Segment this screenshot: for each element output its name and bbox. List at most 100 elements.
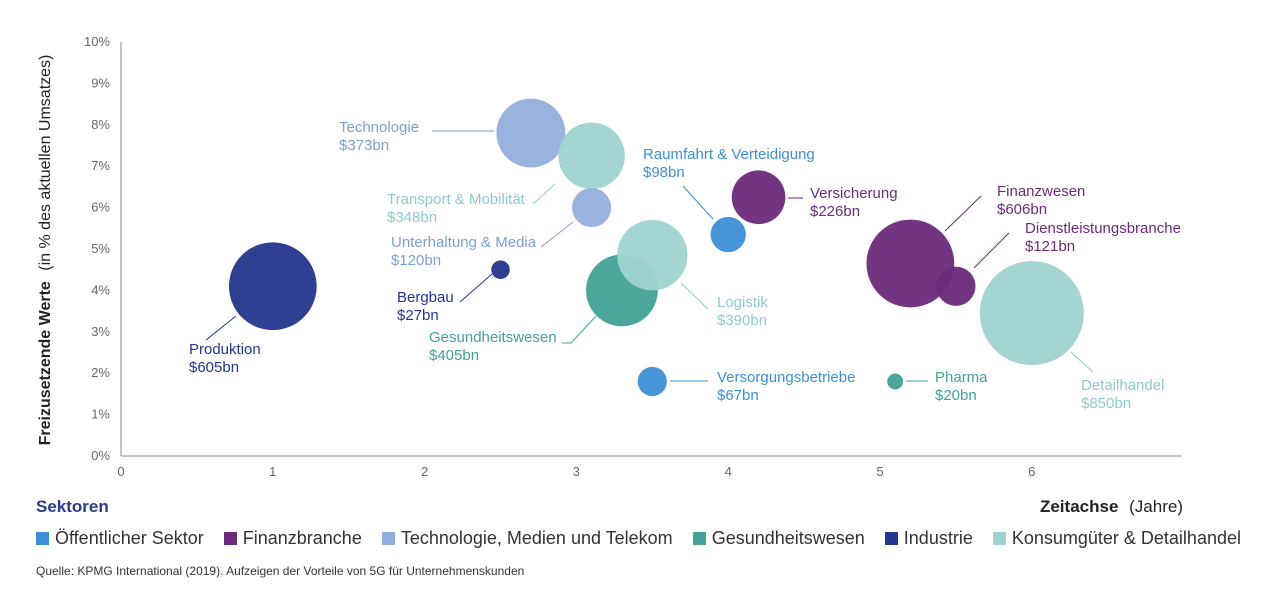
legend: Öffentlicher Sektor Finanzbranche Technolo… (36, 528, 1241, 549)
bubble-label-name: Technologie (339, 119, 419, 136)
y-tick-label: 1% (91, 407, 110, 422)
bubble (979, 261, 1084, 366)
x-tick-label: 4 (725, 464, 732, 479)
bubble (731, 170, 786, 225)
bubble-label-value: $67bn (717, 387, 759, 404)
bubble-label-value: $98bn (643, 164, 685, 181)
y-tick-label: 2% (91, 365, 110, 380)
bubble-label-value: $120bn (391, 252, 441, 269)
bubble (617, 219, 688, 291)
y-tick-label: 0% (91, 448, 110, 463)
legend-swatch (36, 532, 49, 545)
y-axis-title-rest: (in % des aktuellen Umsatzes) (37, 55, 54, 271)
legend-label: Öffentlicher Sektor (55, 528, 204, 548)
bubble-label-name: Raumfahrt & Verteidigung (643, 146, 815, 163)
legend-swatch (223, 532, 237, 545)
bubble (866, 219, 955, 308)
legend-title: Sektoren (36, 497, 109, 516)
bubble-label-value: $606bn (997, 201, 1047, 218)
bubble-label-value: $373bn (339, 137, 389, 154)
legend-item: Technologie, Medien und Telekom (381, 528, 673, 549)
bubble-label-value: $850bn (1081, 395, 1131, 412)
bubble-label-name: Produktion (189, 341, 261, 358)
y-tick-label: 4% (91, 282, 110, 297)
x-tick-label: 3 (573, 464, 580, 479)
bubbles (228, 98, 1084, 397)
y-tick-label: 3% (91, 324, 110, 339)
legend-swatch (992, 532, 1006, 545)
legend-item: Konsumgüter & Detailhandel (992, 528, 1241, 549)
bubble (558, 122, 625, 190)
legend-label: Konsumgüter & Detailhandel (1011, 528, 1241, 548)
legend-item: Finanzbranche (223, 528, 362, 549)
leader-line (682, 185, 714, 220)
bubble-label-value: $20bn (935, 387, 977, 404)
bubble-label-name: Unterhaltung & Media (391, 234, 537, 251)
bubble-label-name: Versorgungsbetriebe (717, 369, 855, 386)
leader-line (973, 232, 1010, 269)
bubble (228, 242, 317, 331)
bubble-chart: 0% 1% 2% 3% 4% 5% 6% 7% 8% 9% 10% 0 1 2 3 4 5 6 Produktio… (37, 34, 1182, 479)
legend-item: Gesundheitswesen (692, 528, 865, 549)
bubble-label-value: $226bn (810, 203, 860, 220)
x-tick-label: 5 (876, 464, 883, 479)
legend-item: Industrie (884, 528, 973, 549)
legend-label: Gesundheitswesen (711, 528, 865, 548)
bubble-label-name: Versicherung (810, 185, 898, 202)
bubble (637, 366, 667, 397)
bubble-label-name: Gesundheitswesen (429, 329, 557, 346)
bubble-label-name: Dienstleistungsbranche (1025, 220, 1181, 237)
y-axis-title-bold: Freizusetzende Werte (37, 281, 54, 445)
y-tick-label: 10% (84, 34, 110, 49)
source-note: Quelle: KPMG International (2019). Aufze… (36, 564, 525, 578)
axes: 0% 1% 2% 3% 4% 5% 6% 7% 8% 9% 10% 0 1 2 3 4 5 6 (84, 34, 1182, 479)
bubble-label-value: $405bn (429, 347, 479, 364)
bubble-label-value: $605bn (189, 359, 239, 376)
bubble-label-value: $27bn (397, 307, 439, 324)
y-tick-label: 9% (91, 75, 110, 90)
leader-line (944, 195, 982, 232)
y-tick-label: 8% (91, 117, 110, 132)
x-tick-label: 1 (269, 464, 276, 479)
bubble (491, 260, 510, 279)
bubble (572, 188, 612, 228)
bubble (710, 216, 746, 253)
bubble (887, 373, 904, 390)
bubble-label-name: Logistik (717, 294, 768, 311)
bubble-label-value: $121bn (1025, 238, 1075, 255)
x-tick-label: 0 (117, 464, 124, 479)
bubble-label-name: Detailhandel (1081, 377, 1164, 394)
bubble-label-name: Transport & Mobilität (387, 191, 526, 208)
bubble-label-value: $348bn (387, 209, 437, 226)
legend-swatch (884, 532, 898, 545)
bubble-label-value: $390bn (717, 312, 767, 329)
y-tick-label: 7% (91, 158, 110, 173)
legend-item: Öffentlicher Sektor (36, 528, 204, 549)
y-axis-title: Freizusetzende Werte (in % des aktuellen… (37, 55, 54, 446)
x-axis-title-bold: Zeitachse (1039, 497, 1119, 516)
y-tick-label: 5% (91, 241, 110, 256)
bubble-label-name: Bergbau (397, 289, 454, 306)
x-tick-label: 6 (1028, 464, 1035, 479)
legend-swatch (381, 532, 395, 545)
legend-swatch (692, 532, 706, 545)
x-tick-label: 2 (421, 464, 428, 479)
legend-label: Finanzbranche (242, 528, 362, 548)
leader-line (1070, 351, 1094, 373)
bubble-labels: Produktion$605bn Technologie$373bn Transpo… (189, 119, 1181, 412)
leader-line (540, 221, 574, 248)
bubble-label-name: Pharma (935, 369, 988, 386)
legend-label: Technologie, Medien und Telekom (400, 528, 673, 548)
x-axis-title-rest: (Jahre) (1129, 497, 1183, 516)
bubble (936, 266, 976, 306)
leader-line (205, 315, 237, 341)
legend-label: Industrie (903, 528, 973, 548)
leader-line (562, 315, 597, 344)
y-tick-label: 6% (91, 200, 110, 215)
bubble-label-name: Finanzwesen (997, 183, 1085, 200)
bubble (496, 98, 566, 168)
x-axis-title: Zeitachse (Jahre) (1040, 497, 1183, 517)
leader-line (680, 282, 709, 310)
leader-line (532, 183, 556, 205)
svg-text:Freizusetzende Werte (in: Freizusetzende Werte (in % des aktuellen… (37, 55, 54, 446)
